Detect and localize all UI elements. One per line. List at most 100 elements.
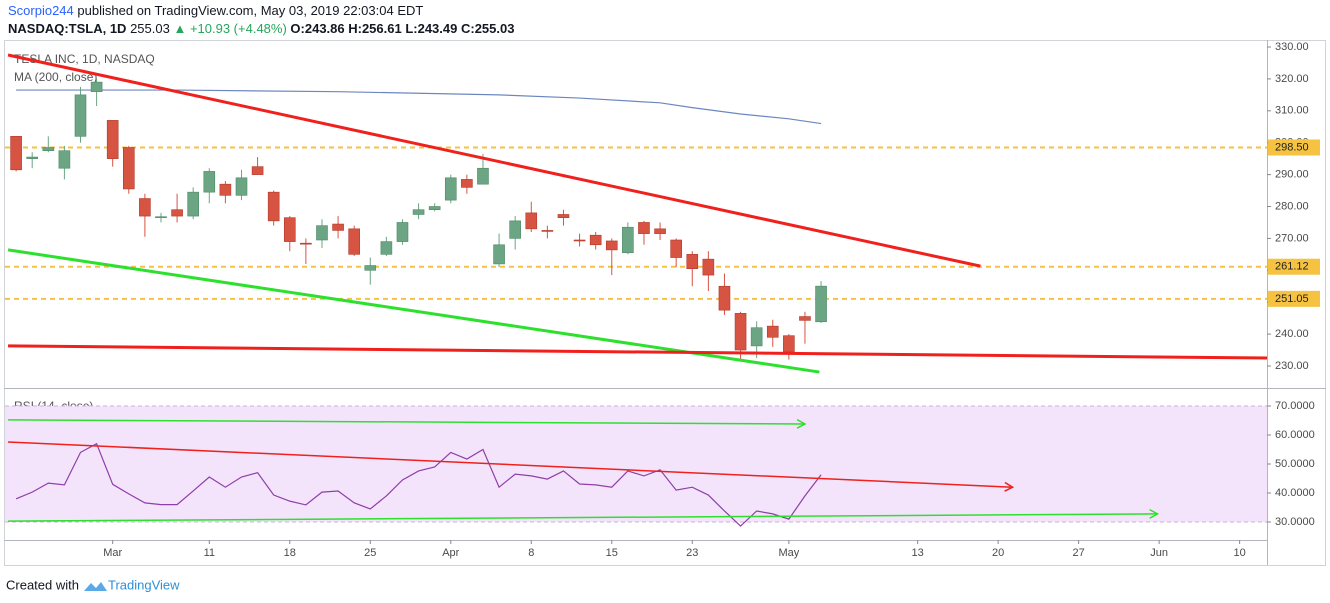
x-tick-label: Jun [1150, 547, 1168, 559]
x-tick-label: 8 [528, 547, 534, 559]
candle-body [428, 206, 441, 210]
candle-body [734, 313, 747, 351]
x-tick-label: 15 [606, 547, 618, 559]
pane: 30.0000 40.0000 50.0000 60.0000 70.0000 Mar 11… [5, 400, 1315, 559]
candle-body [106, 120, 119, 159]
y-tick-label: 40.0000 [1275, 487, 1315, 499]
candle-body [686, 254, 699, 270]
pane-title: TESLA INC, 1D, NASDAQ [14, 52, 155, 66]
candle-body [461, 179, 473, 188]
candle-body [412, 209, 425, 215]
arrow-head [796, 418, 807, 429]
y-tick-label: 310.00 [1275, 105, 1309, 117]
candle-body [267, 191, 280, 222]
level-label: 251.05 [1275, 293, 1309, 305]
footer-brand[interactable]: TradingView [108, 577, 180, 592]
x-tick-label: 27 [1073, 547, 1085, 559]
header-line: Scorpio244 published on TradingView.com,… [8, 3, 423, 18]
candle-body [251, 166, 264, 175]
trend-line [8, 419, 805, 425]
candle-body [654, 228, 666, 234]
y-tick-label: 230.00 [1275, 360, 1309, 372]
candle-body [300, 242, 312, 245]
arrow-head [1149, 508, 1160, 519]
x-tick-label: 23 [686, 547, 698, 559]
x-tick-label: May [778, 547, 799, 559]
candle-body [90, 81, 103, 92]
candle-body [477, 167, 489, 185]
y-tick-label: 290.00 [1275, 169, 1309, 181]
level-tag [1268, 139, 1320, 156]
last-price: 255.03 [130, 21, 170, 36]
trend-line [8, 513, 1158, 522]
level-label: 261.12 [1275, 261, 1309, 273]
candle-body [348, 228, 360, 255]
x-tick-label: Apr [442, 547, 459, 559]
candle-body [622, 226, 634, 254]
candle-body [139, 198, 151, 217]
y-tick-label: 320.00 [1275, 73, 1309, 85]
symbol-line: NASDAQ:TSLA, 1D 255.03 ▲ +10.93 (+4.48%)… [8, 21, 514, 36]
candle-body [283, 217, 296, 242]
ohlc: O:243.86 H:256.61 L:243.49 C:255.03 [290, 21, 514, 36]
y-tick-label: 240.00 [1275, 328, 1309, 340]
level-tag [1268, 290, 1320, 307]
candle-body [203, 171, 216, 193]
candle-body [364, 265, 377, 271]
y-tick-label: 50.0000 [1275, 458, 1315, 470]
y-tick-label: 280.00 [1275, 200, 1309, 212]
candle-body [42, 147, 55, 151]
change: ▲ +10.93 (+4.48%) [173, 21, 286, 36]
trend-line [8, 441, 1013, 488]
pane: 230.00240.00250.00260.00270.00280.00290.… [5, 41, 1320, 374]
trend-line [8, 344, 1268, 360]
candle-body [525, 212, 538, 230]
candle-body [573, 239, 586, 242]
x-tick-label: 20 [992, 547, 1004, 559]
y-tick-label: 270.00 [1275, 232, 1309, 244]
y-tick-label: 70.0000 [1275, 400, 1315, 412]
y-tick-label: 60.0000 [1275, 429, 1315, 441]
ma-legend: MA (200, close) [14, 70, 97, 84]
candle-body [638, 222, 650, 234]
candle-body [219, 183, 232, 196]
candle-body [380, 241, 393, 255]
candle-body [26, 156, 38, 159]
candle-body [396, 222, 409, 242]
candle-body [155, 216, 167, 219]
candle-body [766, 325, 779, 338]
candle-body [718, 285, 731, 311]
candle-body [670, 239, 682, 258]
x-tick-label: 13 [912, 547, 924, 559]
y-tick-label: 30.0000 [1275, 516, 1315, 528]
candle-body [10, 136, 22, 171]
candle-body [122, 147, 135, 190]
published: published on TradingView.com, May 03, 20… [77, 3, 423, 18]
series-line [15, 442, 822, 527]
arrow-head [1004, 481, 1015, 492]
candle-body [750, 327, 763, 347]
candle-body [541, 230, 554, 232]
trend-line [7, 53, 981, 268]
candle-body [589, 234, 602, 246]
author[interactable]: Scorpio244 [8, 3, 74, 18]
candle-body [58, 150, 71, 169]
x-tick-label: 25 [364, 547, 376, 559]
candle-body [783, 335, 795, 352]
candle-body [799, 316, 811, 321]
rsi-band [5, 405, 1267, 523]
x-tick-label: 18 [284, 547, 296, 559]
series-line [16, 89, 822, 125]
candle-body [444, 177, 457, 201]
level-label: 298.50 [1275, 141, 1309, 153]
y-tick-label: 330.00 [1275, 41, 1309, 53]
x-tick-label: Mar [103, 547, 122, 559]
logo [84, 582, 107, 591]
candle-body [605, 240, 618, 251]
candle-body [171, 209, 183, 217]
level-tag [1268, 258, 1320, 275]
frame [4, 40, 1326, 566]
candle-body [493, 244, 505, 265]
candle-body [332, 223, 344, 231]
